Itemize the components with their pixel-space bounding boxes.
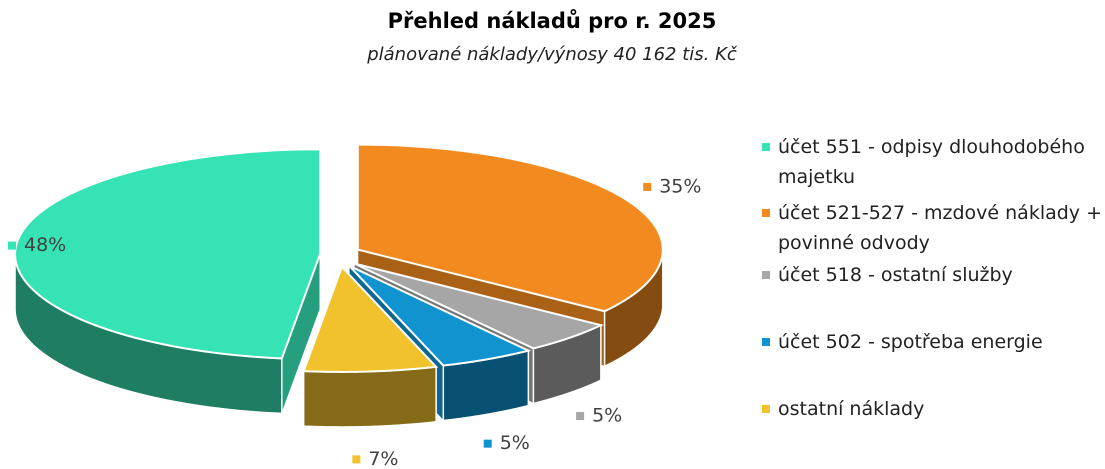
legend-swatch (762, 209, 770, 217)
chart-title: Přehled nákladů pro r. 2025 (388, 9, 717, 33)
label-marker (8, 241, 16, 250)
slice-top (353, 262, 604, 350)
data-label: 5% (592, 405, 622, 427)
data-label: 35% (659, 175, 701, 197)
data-label: 5% (500, 432, 530, 454)
label-marker (483, 439, 492, 448)
slice-top (302, 265, 439, 373)
slice-top (356, 143, 664, 313)
legend-item: účet 502 - spotřeba energie (758, 327, 1105, 357)
legend-swatch (762, 338, 770, 346)
slice (302, 265, 439, 428)
legend-label: účet 551 - odpisy dlouhodobého majetku (778, 136, 1085, 188)
slice (14, 148, 322, 415)
label-marker (643, 182, 652, 191)
legend-item: účet 521-527 - mzdové náklady + povinné … (758, 198, 1105, 258)
legend-label: účet 518 - ostatní služby (778, 264, 1013, 286)
legend-label: ostatní náklady (778, 398, 925, 420)
slice-side (302, 365, 437, 428)
data-label: 7% (368, 448, 398, 469)
legend-swatch (762, 405, 770, 413)
label-marker (576, 412, 585, 421)
legend-swatch (762, 143, 770, 151)
legend-label: účet 521-527 - mzdové náklady + povinné … (778, 202, 1103, 254)
legend-item: ostatní náklady (758, 394, 1105, 424)
legend-item: účet 551 - odpisy dlouhodobého majetku (758, 132, 1105, 192)
legend-label: účet 502 - spotřeba energie (778, 331, 1043, 353)
chart-subtitle: plánované náklady/výnosy 40 162 tis. Kč (366, 44, 738, 65)
data-label: 48% (24, 234, 66, 256)
slice-top (348, 264, 532, 367)
label-marker (352, 455, 361, 464)
legend-swatch (762, 271, 770, 279)
legend-item: účet 518 - ostatní služby (758, 260, 1105, 290)
